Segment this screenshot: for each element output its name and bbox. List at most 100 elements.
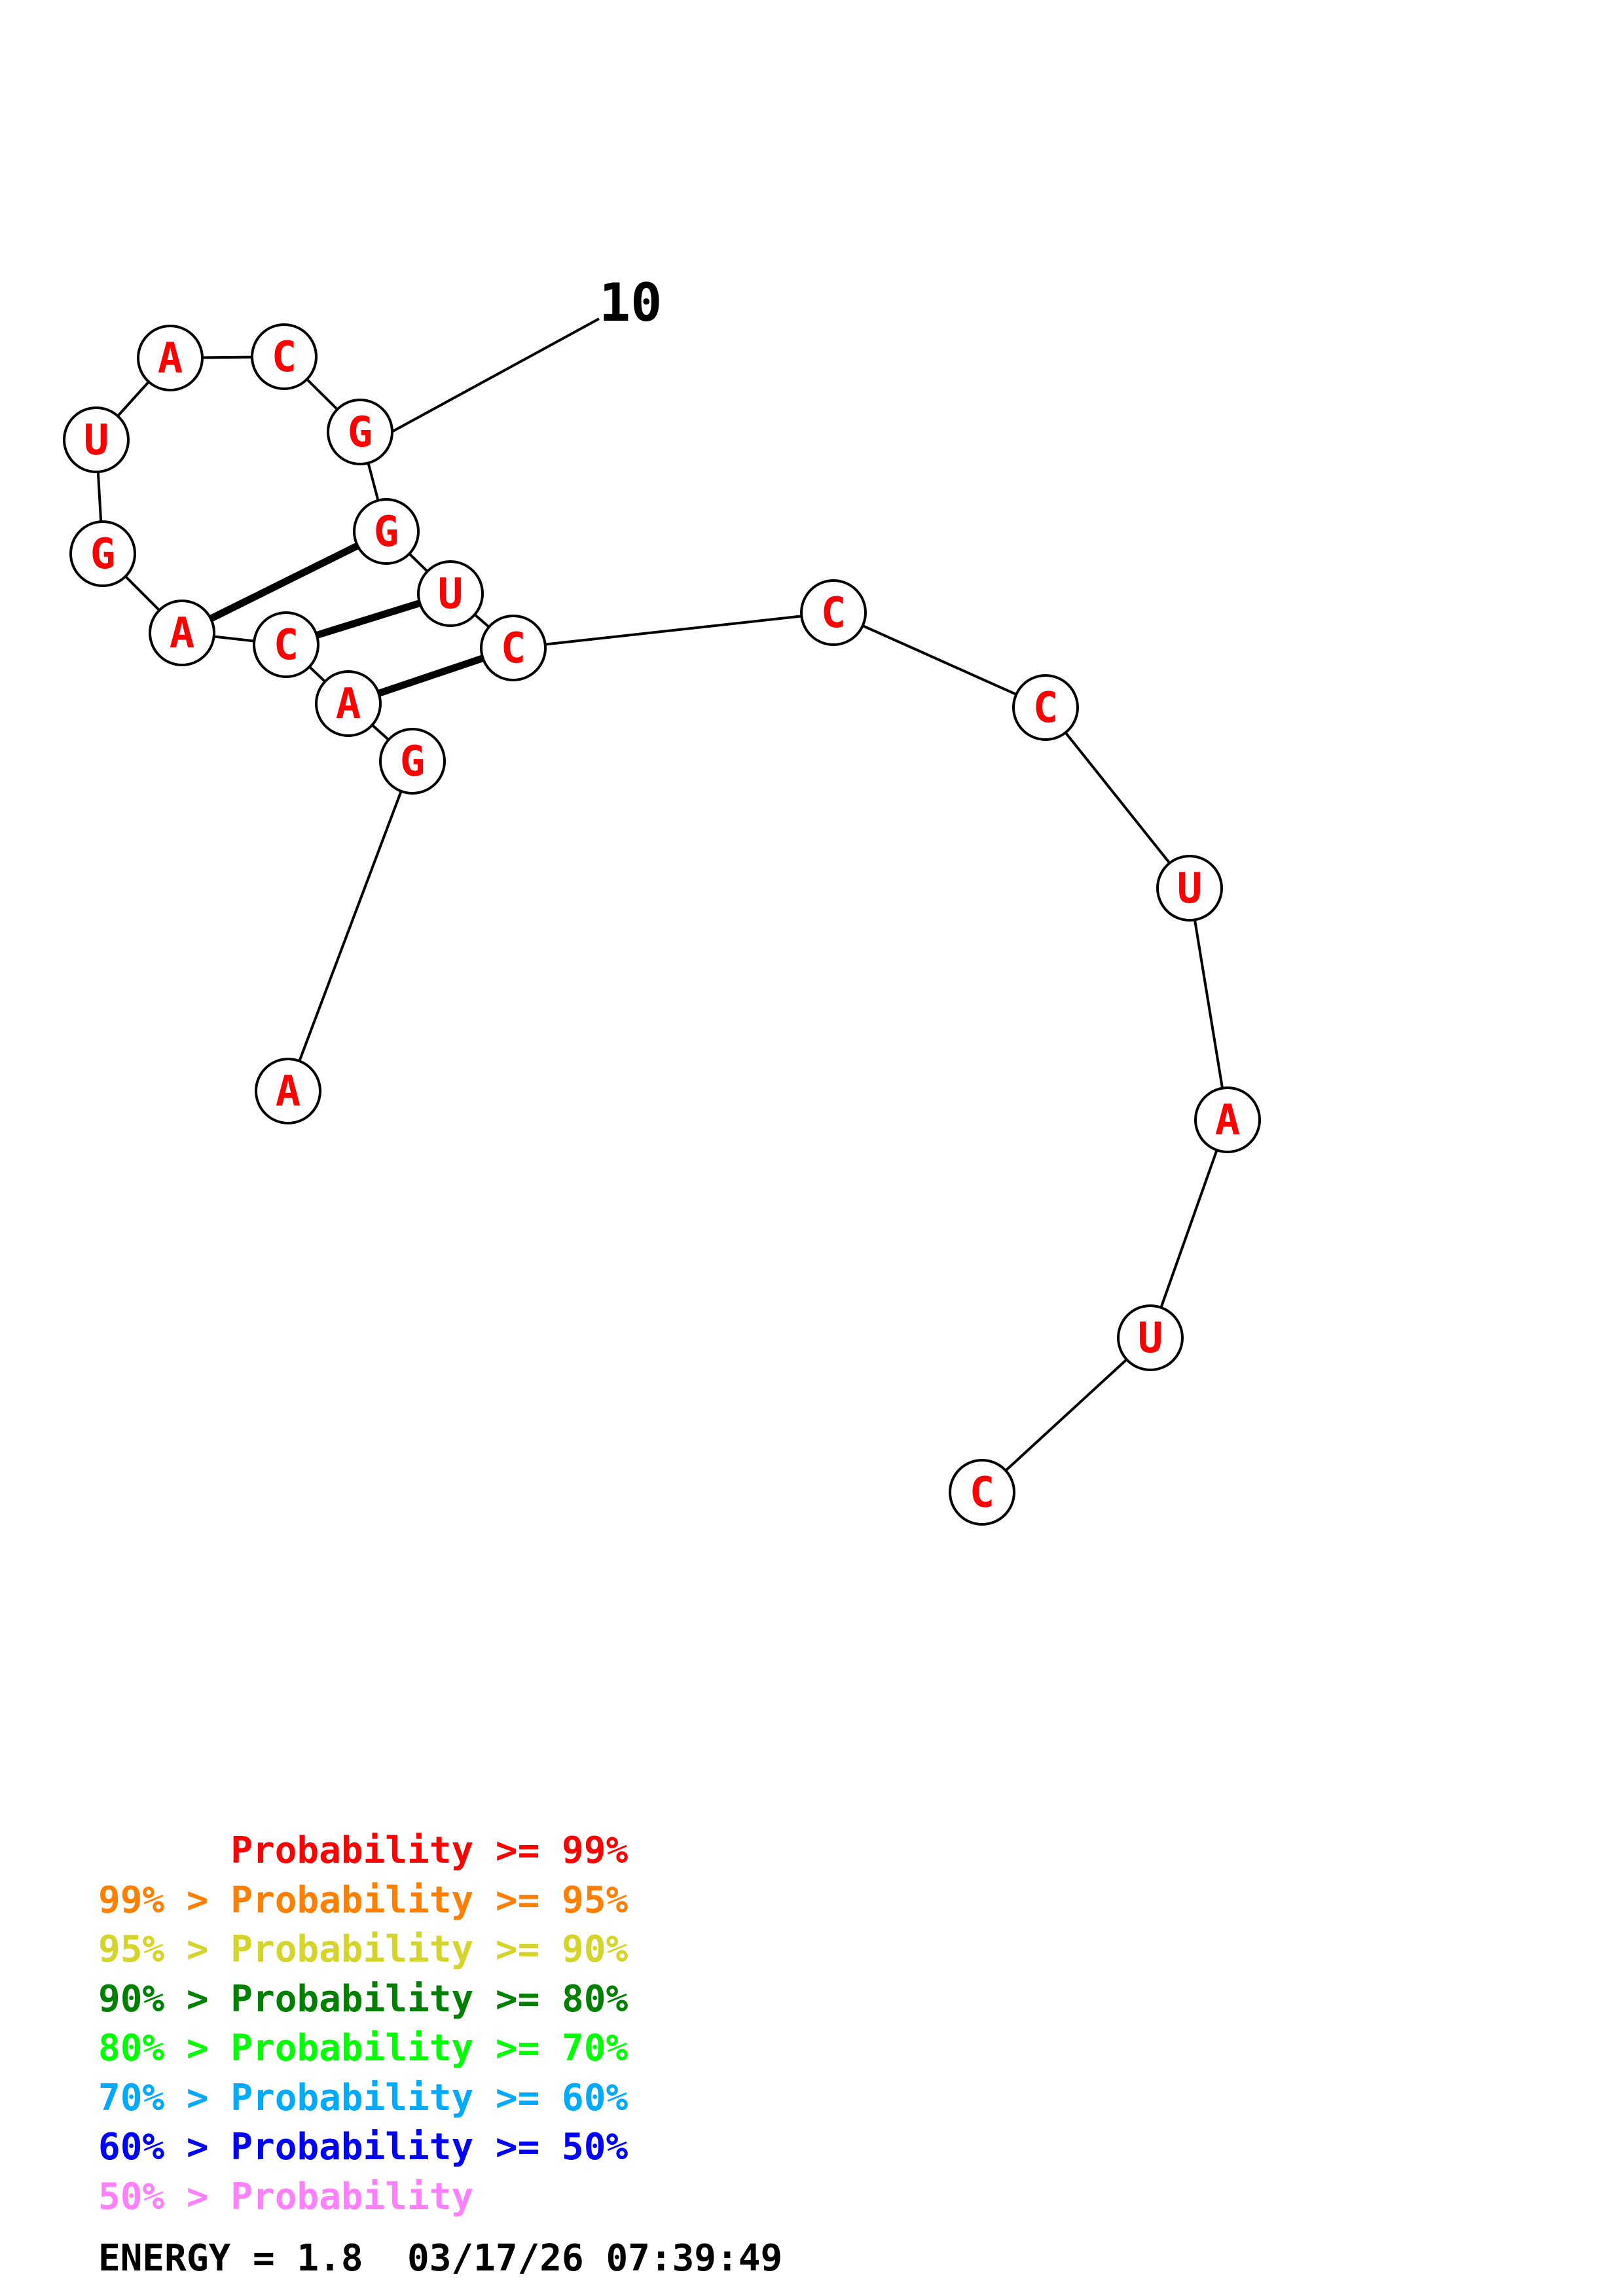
legend-row-7: 60% > Probability >= 50% bbox=[98, 2123, 628, 2172]
nucleotide-circle bbox=[315, 670, 382, 737]
nucleotide-5: A bbox=[149, 600, 215, 666]
nucleotide-letter: A bbox=[158, 334, 183, 383]
backbone-segment bbox=[213, 635, 255, 643]
legend-text: Probability >= 70% bbox=[230, 2027, 629, 2070]
nucleotide-circle bbox=[251, 323, 318, 390]
nucleotide-letter: A bbox=[1215, 1096, 1241, 1145]
nucleotide-1: A bbox=[255, 1058, 321, 1124]
legend-prefix: 99% > bbox=[98, 1878, 231, 1922]
legend-row-6: 70% > Probability >= 60% bbox=[98, 2073, 628, 2123]
nucleotide-13: C bbox=[480, 615, 547, 681]
nucleotide-6: G bbox=[69, 520, 136, 587]
nucleotide-circle bbox=[1156, 855, 1223, 922]
nucleotide-letter: G bbox=[90, 530, 116, 579]
nucleotide-letter: C bbox=[272, 333, 297, 382]
base-pair-lines bbox=[209, 542, 484, 697]
legend-row-4: 90% > Probability >= 80% bbox=[98, 1975, 628, 2024]
nucleotide-circle bbox=[327, 399, 393, 465]
backbone-segment bbox=[862, 624, 1017, 696]
legend-prefix: 95% > bbox=[98, 1928, 231, 1971]
base-pair-line bbox=[316, 600, 421, 639]
nucleotide-circle bbox=[417, 560, 484, 627]
backbone-segment bbox=[371, 724, 390, 741]
base-pair-line bbox=[377, 655, 484, 697]
legend-row-5: 80% > Probability >= 70% bbox=[98, 2024, 628, 2073]
nucleotide-letter: U bbox=[84, 416, 109, 465]
position-label-line bbox=[391, 317, 600, 433]
nucleotide-letter: C bbox=[501, 624, 526, 673]
base-pair-line bbox=[209, 542, 359, 622]
backbone-segment bbox=[308, 666, 326, 683]
position-label-10: 10 bbox=[599, 272, 662, 333]
backbone-segment bbox=[306, 378, 338, 410]
nucleotide-circle bbox=[949, 1459, 1015, 1526]
backbone-segment bbox=[202, 355, 253, 359]
nucleotide-12: U bbox=[417, 560, 484, 627]
nucleotide-circle bbox=[253, 611, 319, 678]
nucleotide-9: C bbox=[251, 323, 318, 390]
nucleotide-letter: U bbox=[1138, 1314, 1163, 1363]
legend-text: Probability >= 80% bbox=[230, 1977, 629, 2020]
nucleotide-7: U bbox=[63, 406, 130, 473]
nucleotide-circle bbox=[63, 406, 130, 473]
nucleotide-circle bbox=[137, 325, 204, 391]
backbone-segment bbox=[117, 381, 150, 417]
nucleotide-14: C bbox=[800, 579, 867, 646]
nucleotide-circle bbox=[149, 600, 215, 666]
nucleotide-letter: A bbox=[170, 609, 195, 658]
nucleotide-circle bbox=[1012, 674, 1079, 741]
backbone-segment bbox=[473, 613, 490, 628]
nucleotide-letter: G bbox=[374, 508, 399, 556]
nucleotide-2: G bbox=[379, 728, 446, 795]
nucleotide-18: U bbox=[1117, 1304, 1184, 1371]
nucleotide-circle bbox=[69, 520, 136, 587]
nucleotide-letter: G bbox=[348, 408, 373, 457]
probability-legend: Probability >= 99% 99% > Probability >= 9… bbox=[98, 1826, 628, 2221]
backbone-segment bbox=[408, 552, 429, 573]
nucleotide-10: G bbox=[327, 399, 393, 465]
nucleotide-letter: G bbox=[400, 738, 426, 786]
legend-prefix: 90% > bbox=[98, 1977, 231, 2020]
legend-row-3: 95% > Probability >= 90% bbox=[98, 1925, 628, 1975]
backbone-segment bbox=[96, 471, 103, 522]
backbone-segment bbox=[298, 791, 403, 1062]
nucleotide-letter: U bbox=[1177, 865, 1203, 913]
backbone-segment bbox=[124, 575, 160, 611]
nucleotide-circle bbox=[1117, 1304, 1184, 1371]
backbone-segment bbox=[1064, 732, 1171, 864]
nucleotide-circle bbox=[353, 498, 420, 565]
nucleotide-15: C bbox=[1012, 674, 1079, 741]
legend-text: Probability >= 50% bbox=[230, 2126, 629, 2168]
backbone-segment bbox=[367, 462, 380, 501]
backbone-segment bbox=[545, 615, 802, 646]
legend-prefix: 60% > bbox=[98, 2126, 231, 2168]
nucleotide-circle bbox=[1194, 1086, 1261, 1153]
legend-text: Probability >= 99% bbox=[230, 1829, 629, 1872]
nucleotide-17: A bbox=[1194, 1086, 1261, 1153]
legend-text: Probability >= 60% bbox=[230, 2076, 629, 2119]
legend-row-8: 50% > Probability bbox=[98, 2172, 628, 2222]
nucleotide-3: A bbox=[315, 670, 382, 737]
nucleotide-letter: U bbox=[438, 570, 464, 619]
nucleotide-4: C bbox=[253, 611, 319, 678]
backbone-segment bbox=[1004, 1358, 1128, 1472]
legend-prefix: 50% > bbox=[98, 2175, 231, 2218]
nucleotide-16: U bbox=[1156, 855, 1223, 922]
nucleotide-19: C bbox=[949, 1459, 1015, 1526]
nucleotide-letter: A bbox=[336, 680, 361, 728]
legend-prefix: 80% > bbox=[98, 2027, 231, 2070]
nucleotide-11: G bbox=[353, 498, 420, 565]
nucleotide-letter: C bbox=[821, 589, 847, 637]
legend-text: Probability >= 95% bbox=[230, 1878, 629, 1922]
backbone-segment bbox=[1159, 1149, 1218, 1308]
nucleotide-letter: C bbox=[274, 621, 299, 670]
energy-timestamp: ENERGY = 1.8 03/17/26 07:39:49 bbox=[98, 2237, 783, 2280]
legend-text: Probability bbox=[230, 2175, 474, 2218]
nucleotide-letter: C bbox=[970, 1469, 995, 1517]
backbone-segment bbox=[1193, 920, 1224, 1088]
legend-prefix: 70% > bbox=[98, 2076, 231, 2119]
nucleotide-8: A bbox=[137, 325, 204, 391]
legend-prefix bbox=[98, 1829, 230, 1872]
